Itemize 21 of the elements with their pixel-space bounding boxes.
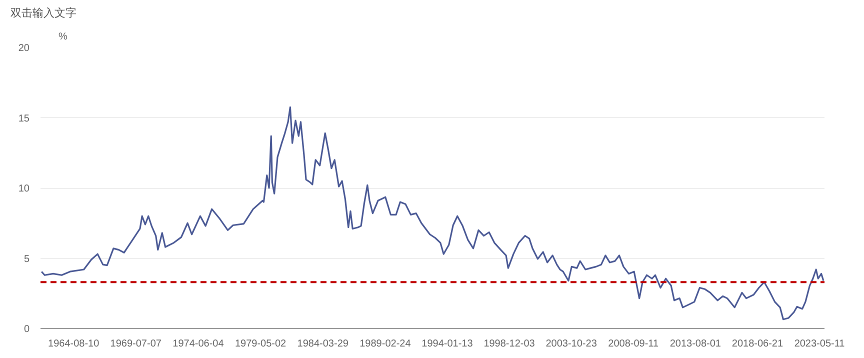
x-tick-label: 2003-10-23 xyxy=(546,338,598,350)
x-tick-label: 1969-07-07 xyxy=(110,338,162,350)
x-tick-label: 1994-01-13 xyxy=(422,338,474,350)
x-tick-label: 2013-08-01 xyxy=(670,338,722,350)
y-tick-label: 10 xyxy=(18,184,30,194)
x-tick-label: 2008-09-11 xyxy=(608,338,660,350)
x-tick-label: 1964-08-10 xyxy=(48,338,100,350)
y-tick-label: 0 xyxy=(24,324,30,335)
x-tick-label: 1989-02-24 xyxy=(360,338,412,350)
y-tick-label: 15 xyxy=(18,113,30,124)
line-series xyxy=(40,106,824,320)
x-tick-label: 2023-05-11 xyxy=(794,338,846,350)
x-tick-label: 1974-06-04 xyxy=(172,338,224,350)
x-tick-label: 1998-12-03 xyxy=(484,338,536,350)
text: 双击输入文字 xyxy=(10,6,76,20)
y-tick-label: 5 xyxy=(24,254,30,265)
x-tick-label: 2018-06-21 xyxy=(732,338,784,350)
y-axis-title: % xyxy=(58,32,68,42)
x-tick-label: 1979-05-02 xyxy=(234,338,287,350)
x-tick-label: 1984-03-29 xyxy=(297,338,349,350)
y-tick-label: 20 xyxy=(18,43,30,54)
